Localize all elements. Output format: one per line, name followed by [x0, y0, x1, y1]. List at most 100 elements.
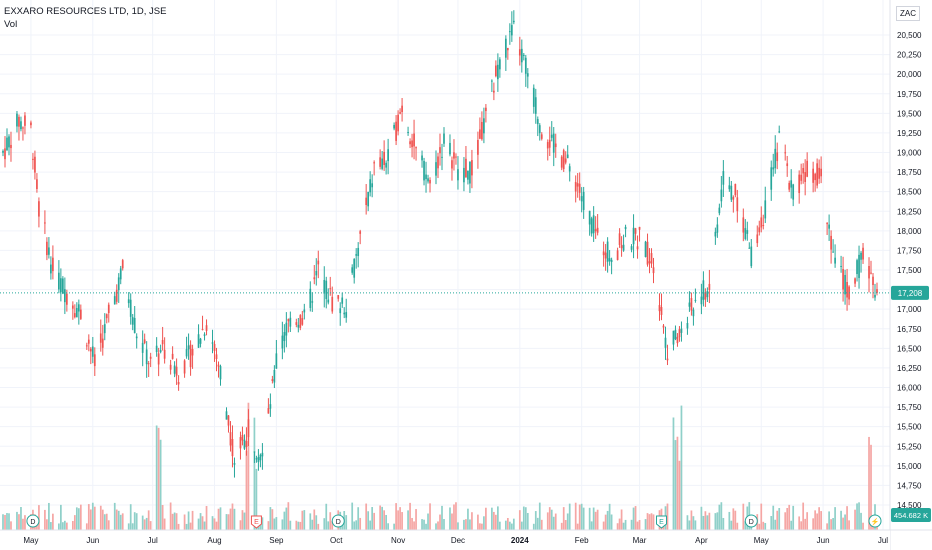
volume-bar — [183, 514, 186, 530]
candle-body — [399, 112, 401, 114]
candle-body — [686, 322, 689, 329]
dividend-marker[interactable]: D — [331, 514, 345, 528]
volume-bar — [622, 522, 625, 530]
volume-bar — [778, 508, 781, 530]
candle-body — [351, 267, 354, 273]
time-tick-label: Jul — [878, 536, 888, 545]
volume-indicator-label[interactable]: Vol — [4, 19, 18, 30]
volume-bar — [578, 504, 581, 530]
price-tick-label: 15,000 — [897, 462, 922, 471]
volume-bar — [175, 513, 178, 530]
volume-bar — [722, 517, 725, 530]
candle-body — [259, 454, 262, 461]
candle-body — [60, 278, 62, 293]
candle-body — [269, 404, 272, 409]
volume-bar — [674, 440, 677, 530]
candle-body — [359, 231, 362, 234]
price-axis[interactable]: 14,500 14,750 15,000 15,250 15,500 15,750 16,0… — [889, 0, 932, 550]
candle-body — [4, 148, 6, 160]
volume-bar — [802, 502, 805, 530]
event-markers[interactable]: D E D E D ⚡ — [26, 514, 882, 529]
candlesticks — [2, 10, 878, 478]
earnings-marker[interactable]: E — [250, 515, 262, 529]
candle-body — [115, 289, 118, 302]
volume-bar — [253, 417, 256, 530]
volume-bar — [173, 512, 176, 530]
volume-bar — [716, 512, 719, 530]
candle-body — [844, 274, 846, 295]
time-axis[interactable]: May Jun Jul Aug Sep Oct Nov Dec 2024 Feb Mar Apr May… — [0, 529, 932, 550]
volume-bar — [644, 519, 647, 530]
candle-body — [253, 451, 256, 453]
candle-body — [788, 182, 791, 190]
volume-bar — [85, 523, 88, 530]
candle-body — [634, 228, 637, 234]
symbol-title[interactable]: EXXARO RESOURCES LTD, 1D, JSE — [4, 6, 167, 17]
volume-bar — [564, 520, 567, 530]
volume-bar — [798, 516, 801, 530]
dividend-marker[interactable]: D — [744, 514, 758, 528]
candle-body — [590, 218, 593, 234]
candle-body — [872, 276, 874, 286]
volume-bar — [413, 521, 415, 530]
candle-body — [341, 297, 344, 304]
volume-bar — [736, 522, 739, 530]
currency-label[interactable]: ZAC — [896, 6, 920, 21]
volume-bar — [171, 513, 174, 530]
price-tick-label: 18,500 — [897, 188, 922, 197]
volume-bar — [73, 515, 76, 530]
candle-body — [145, 349, 148, 365]
candle-body — [2, 150, 4, 153]
price-tick-label: 20,000 — [897, 70, 922, 79]
volume-bar — [58, 523, 60, 530]
volume-bar — [63, 520, 66, 530]
volume-bar — [536, 517, 539, 530]
volume-bar — [457, 522, 459, 530]
price-tick-label: 20,250 — [897, 51, 922, 60]
candle-body — [876, 289, 878, 293]
volume-bar — [588, 507, 591, 530]
volume-bar — [708, 512, 711, 530]
candle-body — [644, 241, 647, 257]
volume-bar — [550, 509, 553, 530]
price-tick-label: 18,750 — [897, 168, 922, 177]
candle-body — [778, 131, 781, 133]
time-tick-label: May — [754, 536, 769, 545]
candle-body — [568, 166, 571, 172]
volume-bar — [718, 504, 721, 530]
volume-bar — [423, 519, 425, 530]
time-tick-label: Oct — [330, 536, 343, 545]
volume-bar — [229, 508, 232, 530]
candle-body — [423, 161, 425, 181]
candle-body — [397, 114, 399, 132]
candle-body — [219, 366, 222, 380]
earnings-marker[interactable]: E — [655, 515, 667, 529]
candle-body — [18, 116, 20, 127]
candle-body — [52, 257, 54, 272]
candle-body — [173, 365, 176, 374]
candle-body — [303, 309, 306, 313]
candle-body — [606, 241, 609, 262]
candle-body — [437, 156, 439, 169]
dividend-marker[interactable]: D — [26, 514, 40, 528]
candle-body — [512, 20, 515, 23]
last-price-value: 17,208 — [898, 289, 923, 298]
candle-body — [674, 329, 677, 340]
candle-body — [672, 330, 675, 345]
volume-value: 454.682 K — [894, 511, 928, 520]
candle-body — [552, 133, 555, 153]
price-tick-label: 19,250 — [897, 129, 922, 138]
price-tick-label: 20,500 — [897, 31, 922, 40]
volume-bar — [518, 510, 521, 530]
candle-body — [89, 348, 92, 352]
candle-body — [770, 167, 773, 190]
candle-body — [832, 251, 834, 253]
candle-body — [744, 228, 747, 239]
candle-body — [211, 342, 214, 344]
volume-bar — [554, 513, 557, 530]
volume-bar — [52, 513, 54, 530]
flash-marker[interactable]: ⚡ — [868, 514, 882, 528]
candle-body — [688, 302, 691, 307]
volume-bar — [133, 512, 136, 530]
